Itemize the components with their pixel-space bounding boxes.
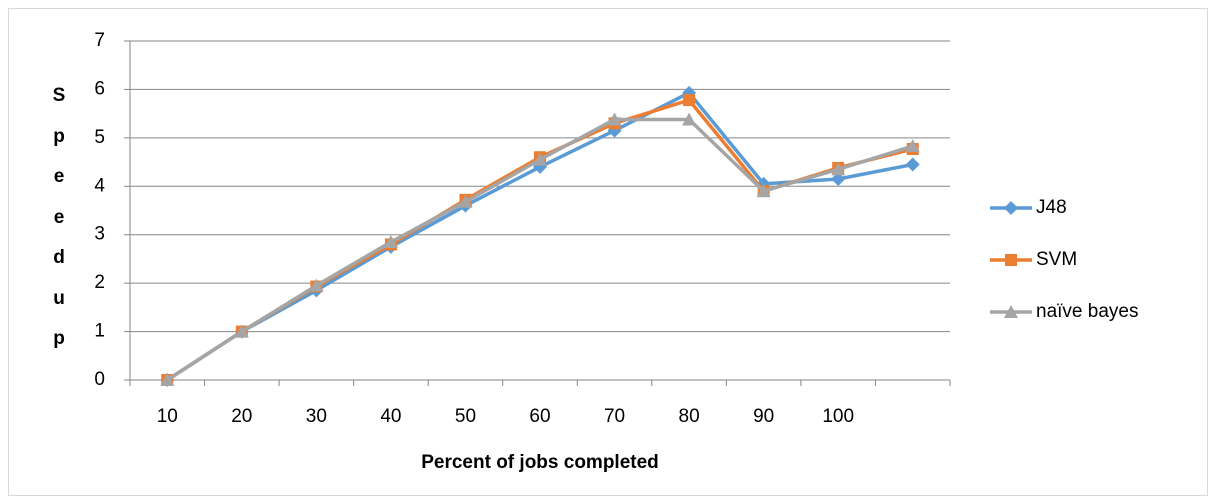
legend-marker — [1005, 254, 1017, 266]
legend-label: SVM — [1036, 249, 1077, 270]
legend-marker — [1004, 305, 1018, 318]
data-point — [309, 278, 324, 292]
x-tick-label: 90 — [753, 406, 774, 427]
x-tick-label: 70 — [604, 406, 625, 427]
y-tick-label: 3 — [94, 224, 105, 245]
data-point — [831, 172, 846, 187]
y-tick-label: 6 — [94, 78, 105, 99]
y-tick-label: 7 — [94, 30, 105, 51]
y-tick-label: 1 — [94, 321, 105, 342]
x-axis-title: Percent of jobs completed — [421, 452, 659, 473]
x-tick-label: 40 — [380, 406, 401, 427]
y-axis-title: Speedup — [52, 85, 66, 349]
y-tick-label: 2 — [94, 272, 105, 293]
data-point — [383, 234, 398, 248]
x-tick-label: 100 — [822, 406, 854, 427]
y-tick-label: 5 — [94, 127, 105, 148]
x-tick-label: 60 — [529, 406, 550, 427]
legend-label: J48 — [1036, 197, 1067, 218]
data-point — [905, 139, 920, 153]
legend-marker — [1004, 201, 1018, 215]
data-point — [905, 157, 920, 172]
data-point — [458, 194, 473, 208]
legend-label: naïve bayes — [1036, 301, 1138, 322]
x-tick-label: 20 — [231, 406, 252, 427]
data-point — [533, 152, 547, 166]
data-point — [683, 94, 696, 107]
data-point — [607, 112, 622, 126]
x-tick-label: 30 — [306, 406, 327, 427]
data-point — [756, 184, 771, 198]
data-point — [831, 162, 846, 176]
data-point — [682, 112, 697, 126]
y-tick-label: 0 — [94, 369, 105, 390]
x-tick-label: 50 — [455, 406, 476, 427]
x-tick-label: 80 — [679, 406, 700, 427]
y-tick-label: 4 — [94, 175, 105, 196]
data-point — [234, 324, 249, 338]
x-tick-label: 10 — [157, 406, 178, 427]
data-point — [160, 373, 175, 386]
